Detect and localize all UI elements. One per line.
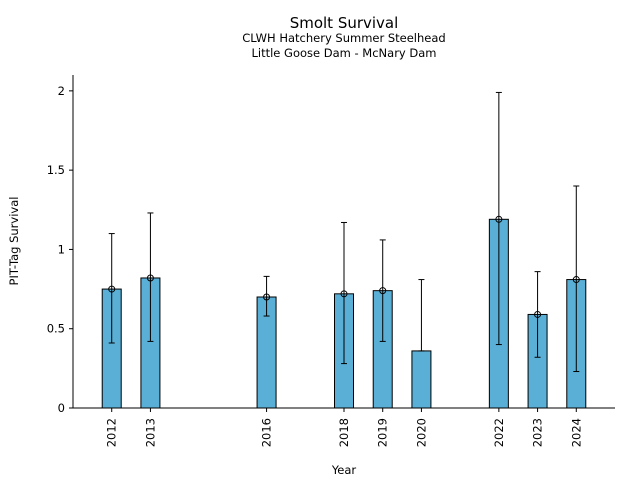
point-marker-2022 (495, 215, 503, 223)
y-tick-label: 1.5 (47, 163, 65, 177)
chart-subtitle-line-1: CLWH Hatchery Summer Steelhead (242, 31, 445, 45)
x-tick-label: 2022 (492, 418, 506, 447)
chart-title: Smolt Survival (290, 14, 399, 32)
y-tick-label: 1 (58, 242, 65, 256)
bar-2020 (411, 350, 432, 409)
y-tick-label: 0 (58, 401, 65, 415)
point-marker-2016 (263, 293, 271, 301)
y-axis-label: PIT-Tag Survival (7, 197, 21, 286)
point-marker-2018 (340, 290, 348, 298)
point-marker-2012 (108, 285, 116, 293)
point-marker-2019 (379, 287, 387, 295)
x-tick-label: 2018 (337, 418, 351, 447)
x-tick-label: 2013 (143, 418, 157, 447)
plot-area: 0 0.5 1 1.5 2 2012 2013 2016 2018 2019 2020 2022 202… (47, 84, 587, 447)
chart-subtitle-line-2: Little Goose Dam - McNary Dam (251, 46, 436, 60)
x-tick-label: 2019 (376, 418, 390, 447)
point-marker-2023 (534, 310, 542, 318)
y-tick-label: 2 (58, 84, 65, 98)
point-marker-2013 (146, 274, 154, 282)
x-tick-label: 2024 (569, 418, 583, 447)
x-tick-label: 2020 (414, 418, 428, 447)
x-tick-label: 2012 (105, 418, 119, 447)
x-tick-label: 2023 (531, 418, 545, 447)
x-axis-label: Year (331, 463, 357, 477)
point-marker-2024 (572, 276, 580, 284)
x-tick-label: 2016 (260, 418, 274, 447)
y-tick-label: 0.5 (47, 322, 65, 336)
